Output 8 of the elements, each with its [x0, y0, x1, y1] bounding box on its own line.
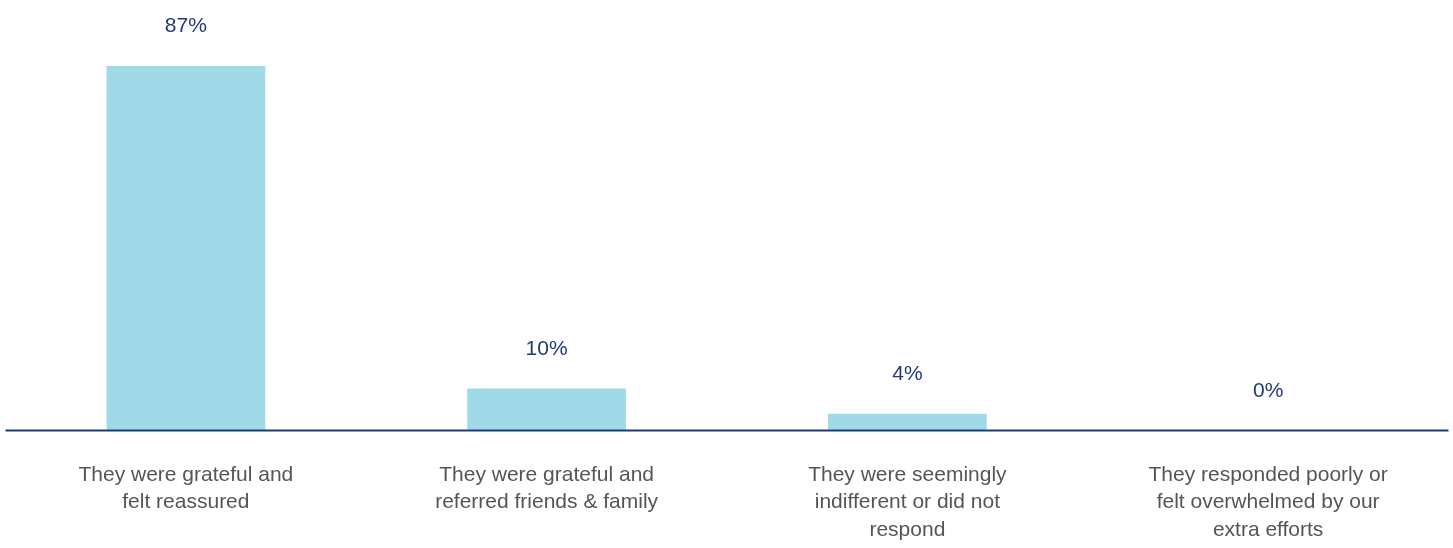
data-label: 0% [1252, 377, 1284, 401]
x-tick-label: They were grateful and referred friends & family [435, 461, 659, 513]
x-tick-label: They responded poorly or felt overwhelmed by our extra efforts [1148, 461, 1388, 540]
data-label: 4% [892, 360, 923, 384]
data-label: 87% [164, 13, 207, 37]
x-tick-label: They were seemingly indifferent or did not respond [808, 461, 1008, 540]
data-label: 10% [525, 335, 568, 359]
x-tick-label: They were grateful and felt reassured [78, 461, 294, 513]
